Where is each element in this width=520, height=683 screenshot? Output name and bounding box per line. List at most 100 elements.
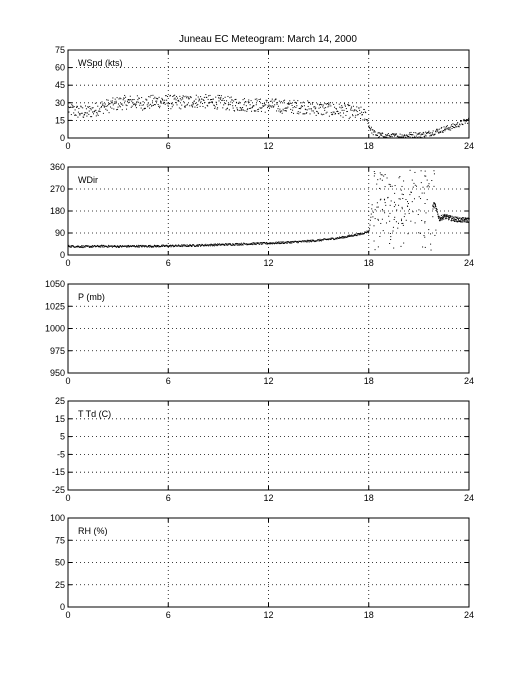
data-point bbox=[141, 104, 143, 106]
data-point bbox=[397, 222, 399, 224]
data-point bbox=[91, 246, 93, 248]
data-point bbox=[424, 136, 426, 138]
data-point bbox=[134, 245, 136, 247]
y-tick-label: 90 bbox=[55, 228, 65, 238]
data-point bbox=[165, 95, 167, 97]
data-point bbox=[369, 219, 371, 221]
data-point bbox=[183, 245, 185, 247]
data-point bbox=[241, 109, 243, 111]
data-point bbox=[440, 218, 442, 220]
data-point bbox=[124, 100, 126, 102]
data-point bbox=[392, 230, 394, 232]
data-point bbox=[395, 221, 397, 223]
data-point bbox=[122, 99, 124, 101]
data-point bbox=[418, 132, 420, 134]
data-point bbox=[117, 246, 119, 248]
data-point bbox=[194, 106, 196, 108]
data-point bbox=[118, 245, 120, 247]
data-point bbox=[258, 108, 260, 110]
data-point bbox=[277, 108, 279, 110]
data-point bbox=[259, 101, 261, 103]
data-point bbox=[463, 219, 465, 221]
data-point bbox=[89, 106, 91, 108]
data-point bbox=[458, 126, 460, 128]
data-point bbox=[277, 105, 279, 107]
data-point bbox=[278, 243, 280, 245]
data-point bbox=[240, 107, 242, 109]
data-point bbox=[436, 128, 438, 130]
data-point bbox=[109, 103, 111, 105]
data-point bbox=[422, 246, 424, 248]
data-point bbox=[156, 244, 158, 246]
y-tick-label: 975 bbox=[50, 346, 65, 356]
data-point bbox=[166, 244, 168, 246]
data-point bbox=[268, 110, 270, 112]
data-point bbox=[68, 111, 70, 113]
data-point bbox=[260, 98, 262, 100]
data-point bbox=[240, 109, 242, 111]
data-point bbox=[441, 219, 443, 221]
data-point bbox=[433, 202, 435, 204]
data-point bbox=[202, 99, 204, 101]
data-point bbox=[416, 135, 418, 137]
data-point bbox=[232, 244, 234, 246]
data-point bbox=[212, 98, 214, 100]
data-point bbox=[321, 114, 323, 116]
data-point bbox=[401, 220, 403, 222]
data-point bbox=[284, 99, 286, 101]
data-point bbox=[173, 95, 175, 97]
data-point bbox=[443, 126, 445, 128]
data-point bbox=[164, 245, 166, 247]
data-point bbox=[264, 104, 266, 106]
data-point bbox=[121, 246, 123, 248]
data-point bbox=[448, 215, 450, 217]
y-tick-label: 15 bbox=[55, 115, 65, 125]
data-point bbox=[373, 225, 375, 227]
data-point bbox=[441, 217, 443, 219]
data-point bbox=[256, 242, 258, 244]
data-point bbox=[177, 99, 179, 101]
data-point bbox=[197, 103, 199, 105]
data-point bbox=[343, 112, 345, 114]
data-point bbox=[446, 216, 448, 218]
data-point bbox=[221, 99, 223, 101]
y-tick-label: 5 bbox=[60, 432, 65, 442]
data-point bbox=[348, 234, 350, 236]
y-tick-label: -5 bbox=[57, 449, 65, 459]
data-point bbox=[132, 102, 134, 104]
data-point bbox=[453, 217, 455, 219]
data-point bbox=[118, 103, 120, 105]
data-point bbox=[317, 103, 319, 105]
data-point bbox=[143, 108, 145, 110]
data-point bbox=[273, 242, 275, 244]
data-point bbox=[420, 182, 422, 184]
data-point bbox=[393, 134, 395, 136]
y-tick-label: -25 bbox=[52, 485, 65, 495]
data-point bbox=[393, 135, 395, 137]
data-point bbox=[413, 198, 415, 200]
data-point bbox=[118, 98, 120, 100]
data-point bbox=[70, 114, 72, 116]
data-point bbox=[424, 222, 426, 224]
data-point bbox=[190, 244, 192, 246]
data-point bbox=[369, 128, 371, 130]
data-point bbox=[189, 245, 191, 247]
data-point bbox=[434, 203, 436, 205]
y-tick-label: 950 bbox=[50, 368, 65, 378]
data-point bbox=[93, 113, 95, 115]
data-point bbox=[353, 110, 355, 112]
data-point bbox=[187, 245, 189, 247]
data-point bbox=[236, 244, 238, 246]
data-point bbox=[292, 240, 294, 242]
data-point bbox=[72, 245, 74, 247]
data-point bbox=[378, 136, 380, 138]
data-point bbox=[216, 108, 218, 110]
data-point bbox=[115, 100, 117, 102]
data-point bbox=[195, 94, 197, 96]
data-point bbox=[266, 243, 268, 245]
data-point bbox=[262, 243, 264, 245]
data-point bbox=[437, 215, 439, 217]
data-point bbox=[371, 132, 373, 134]
data-point bbox=[333, 111, 335, 113]
data-point bbox=[170, 246, 172, 248]
